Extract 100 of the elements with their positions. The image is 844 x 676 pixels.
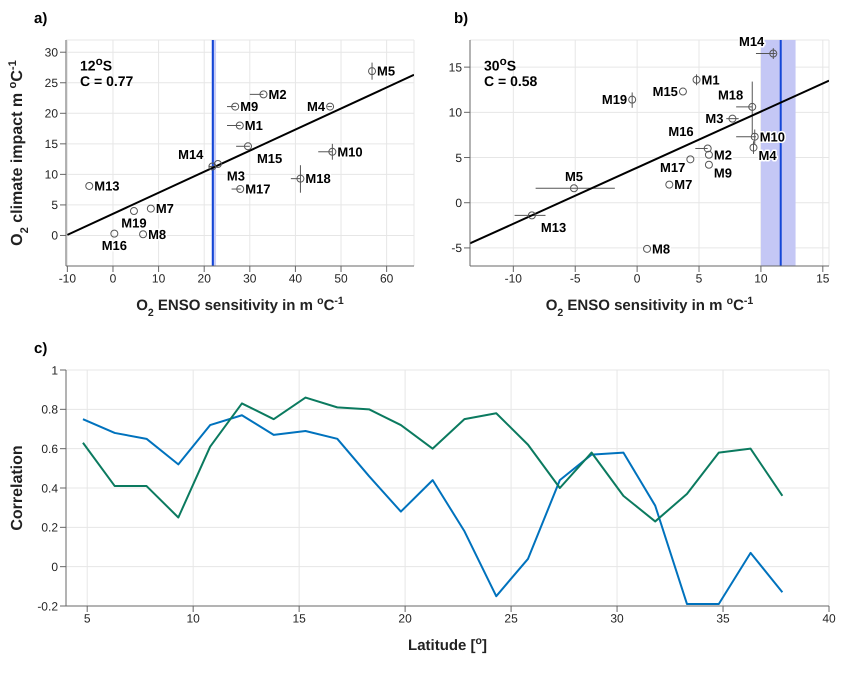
x-tick-label: -10 [504,272,522,286]
y-tick-label: 5 [455,150,462,165]
x-tick-label: 20 [398,612,412,626]
y-tick-label: 15 [448,60,462,74]
annotation: M18 [718,87,744,102]
y-tick-label: 0 [51,228,58,243]
annotation: M3 [226,168,245,184]
y-tick-label: 20 [44,106,58,121]
point [704,160,713,169]
point [750,132,759,141]
annotation: M8 [148,226,166,242]
point [570,184,578,192]
annotation: M14 [738,34,766,50]
annotation: M7 [674,177,692,192]
annotation: M4 [307,99,326,114]
x-axis-title: O$_{2}$ ENSO sensitivity in m $^{o}$C$^{-1}$ [546,295,754,319]
point [704,150,713,159]
x-tick-label: 40 [288,272,302,286]
x-axis-title: O$_{2}$ ENSO sensitivity in m $^{o}$C$^{-1}$ [136,295,344,319]
x-tick-label: 10 [186,612,200,626]
annotation: C = 0.77 [80,72,134,89]
y-axis-title: Correlation [9,445,26,531]
annotation: 12$^{o}$S [80,54,114,74]
annotation: M15 [652,84,678,100]
annotation: C = 0.58 [484,72,538,89]
annotation: M2 [714,147,732,162]
annotation: M5 [377,64,396,79]
y-tick-label: 0 [51,560,58,574]
annotation: M7 [156,201,174,216]
annotation: M3 [705,111,724,126]
point [259,90,268,98]
x-tick-label: 25 [504,612,518,626]
point [236,185,244,194]
chart-title: a) [34,10,48,27]
x-tick-label: 15 [292,612,306,626]
point [214,160,222,168]
point [244,142,252,150]
x-tick-label: 50 [334,272,348,286]
annotation: M15 [256,150,282,166]
point [704,144,712,152]
annotation: M9 [240,99,258,114]
annotation: 30$^{o}$S [484,54,518,74]
y-tick-label: 25 [44,76,58,90]
annotation: M13 [540,220,566,235]
y-tick-label: 10 [448,106,462,120]
x-axis-title: Latitude [$^{o}$] [408,635,487,654]
x-tick-label: 40 [822,612,836,626]
x-tick-label: -5 [570,272,581,286]
point [139,230,148,238]
point [692,76,701,84]
y-tick-label: -5 [451,241,462,256]
point [643,244,652,253]
point [728,114,736,123]
x-tick-label: 10 [754,272,768,286]
annotation: M19 [602,92,628,108]
point [208,162,216,170]
annotation: M2 [268,86,287,102]
y-tick-label: 0.8 [41,402,58,417]
x-tick-label: 30 [610,612,624,626]
annotation: M18 [305,171,331,186]
annotation: M13 [94,178,120,194]
y-tick-label: 0.6 [41,442,58,456]
point [678,88,687,96]
point [130,207,138,216]
annotation: M19 [121,216,147,231]
annotation: M14 [178,146,204,162]
point [328,148,336,156]
x-tick-label: 30 [243,272,257,286]
line-series [82,414,784,606]
annotation: M16 [668,124,694,140]
point [85,182,94,190]
point [769,50,778,58]
y-tick-label: 0.4 [41,481,58,496]
y-tick-label: 30 [44,45,58,60]
annotation: M5 [564,168,584,184]
point [686,155,694,164]
point [236,122,244,130]
x-tick-label: 5 [84,612,91,626]
x-tick-label: 5 [696,272,703,286]
point [296,174,304,183]
point [146,204,155,213]
y-tick-label: 0.2 [41,520,58,535]
point [110,230,118,238]
y-tick-label: 1 [51,363,58,378]
line-series [82,396,784,522]
x-tick-label: 60 [380,272,394,286]
point [231,102,240,111]
point [748,102,756,111]
x-tick-label: 10 [152,272,166,286]
y-tick-label: 10 [44,168,58,182]
point [528,211,536,220]
annotation: M17 [660,160,686,175]
y-tick-label: 0 [455,196,462,210]
annotation: M16 [102,238,127,254]
point [368,67,376,76]
chart-title: c) [34,340,48,357]
annotation: M1 [244,118,263,134]
annotation: M17 [245,182,271,197]
point [628,96,636,104]
x-tick-label: 15 [816,272,830,286]
